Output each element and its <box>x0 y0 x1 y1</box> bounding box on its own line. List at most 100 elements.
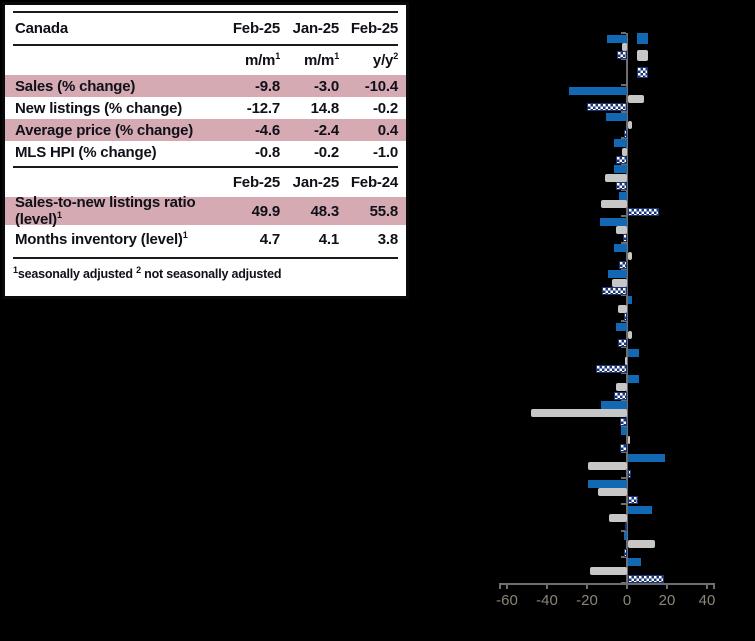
bar-series-3-checkered-blue <box>617 51 627 60</box>
bar-series-3-checkered-blue <box>628 574 664 583</box>
bar-series-1-solid-blue <box>606 113 627 122</box>
row-value-0: -4.6 <box>254 121 280 139</box>
bar-series-1-solid-blue <box>628 374 639 383</box>
y-axis-tick <box>621 529 626 532</box>
row-value-0: -9.8 <box>254 77 280 95</box>
level-rows: Sales-to-new listings ratio (level)1 49.9… <box>5 194 406 253</box>
x-axis-label: -20 <box>576 591 598 609</box>
table-row: Months inventory (level)1 4.7 4.1 3.8 <box>13 225 398 253</box>
bar-series-1-solid-blue <box>628 296 632 305</box>
x-axis-endcap <box>713 582 715 589</box>
bar-series-1-solid-blue <box>608 270 627 279</box>
row-value-1: 4.1 <box>318 230 339 248</box>
row-value-1: -2.4 <box>313 121 339 139</box>
row-label: New listings (% change) <box>15 99 183 117</box>
row-value-0: -0.8 <box>254 143 280 161</box>
table-row: MLS HPI (% change) -0.8 -0.2 -1.0 <box>13 141 398 163</box>
bar-series-2-gray <box>616 383 627 392</box>
bar-series-3-checkered-blue <box>616 182 627 191</box>
column-header-feb25: Feb-25 <box>232 20 280 37</box>
bar-series-1-solid-blue <box>619 191 627 200</box>
bar-series-3-checkered-blue <box>616 155 627 164</box>
y-axis-tick <box>621 320 626 323</box>
x-axis-endcap <box>499 582 501 589</box>
bar-series-3-checkered-blue <box>624 313 627 321</box>
table-header-row: Canada Feb-25 Jan-25 Feb-25 <box>13 13 398 46</box>
x-axis-tick <box>506 584 508 589</box>
bar-series-2-gray <box>601 199 627 208</box>
monthly-change-rows: Sales (% change) -9.8 -3.0 -10.4 New listing… <box>5 75 406 163</box>
x-axis <box>499 582 715 585</box>
y-axis-tick <box>621 84 626 87</box>
y-axis-tick <box>621 477 626 480</box>
y-axis-tick <box>621 136 626 139</box>
bar-series-3-checkered-blue <box>618 339 627 348</box>
y-axis-tick <box>621 162 626 165</box>
legend-swatch-series-3-checkered-blue <box>637 67 648 78</box>
bar-series-2-gray <box>628 540 655 549</box>
y-axis-tick <box>621 372 626 375</box>
y-axis-tick <box>621 293 626 296</box>
bar-series-2-gray <box>628 121 632 130</box>
bar-series-3-checkered-blue <box>625 522 627 531</box>
row-value-0: -12.7 <box>246 99 280 117</box>
y-axis-tick <box>621 424 626 427</box>
bar-series-2-gray <box>622 147 627 156</box>
table-title: Canada <box>15 20 68 37</box>
y-axis-tick <box>621 346 626 349</box>
row-value-2: 0.4 <box>377 121 398 139</box>
unit-cell-0: m/m1 <box>244 51 280 70</box>
row-value-2: 55.8 <box>369 202 399 220</box>
bar-series-1-solid-blue <box>614 165 627 174</box>
x-axis-label: -60 <box>496 591 518 609</box>
unit-cell-2: y/y2 <box>372 51 398 70</box>
bar-series-2-gray <box>609 514 627 523</box>
legend-swatch-series-2-gray <box>637 50 648 61</box>
bar-series-1-solid-blue <box>614 244 627 253</box>
bar-series-1-solid-blue <box>628 505 652 514</box>
unit-header-row: m/m1 m/m1 y/y2 <box>13 46 398 75</box>
bar-series-3-checkered-blue <box>624 548 627 557</box>
table-mid-rule <box>13 166 398 168</box>
y-axis-tick <box>621 451 626 454</box>
bar-series-2-gray <box>622 42 627 51</box>
row-label: MLS HPI (% change) <box>15 143 157 161</box>
row-label: Average price (% change) <box>15 121 194 139</box>
row-value-1: 14.8 <box>310 99 340 117</box>
housing-summary-table: Canada Feb-25 Jan-25 Feb-25 m/m1 m/m1 y/y2… <box>2 2 409 299</box>
bar-series-2-gray <box>616 226 627 235</box>
table-row: New listings (% change) -12.7 14.8 -0.2 <box>13 97 398 119</box>
bar-series-3-checkered-blue <box>587 103 627 112</box>
second-header-cell-2: Feb-24 <box>350 174 398 191</box>
bar-series-1-solid-blue <box>628 348 639 357</box>
y-axis-tick <box>621 555 626 558</box>
row-value-1: 48.3 <box>310 202 340 220</box>
bar-series-1-solid-blue <box>588 479 627 488</box>
bar-series-1-solid-blue <box>601 401 627 410</box>
row-value-2: 3.8 <box>377 230 398 248</box>
bar-series-3-checkered-blue <box>619 260 627 269</box>
bar-series-1-solid-blue <box>614 139 627 148</box>
bar-series-1-solid-blue <box>616 322 627 331</box>
table-footnote: 1seasonally adjusted 2 not seasonally ad… <box>13 264 282 281</box>
bar-series-3-checkered-blue <box>628 496 638 505</box>
x-axis-tick <box>586 584 588 589</box>
bar-series-2-gray <box>590 566 627 575</box>
bar-series-2-gray <box>628 330 632 339</box>
x-axis-label: 0 <box>622 591 632 609</box>
x-axis-tick <box>666 584 668 589</box>
bar-series-3-checkered-blue <box>596 365 627 374</box>
second-header-cell-0: Feb-25 <box>232 174 280 191</box>
column-header-jan25: Jan-25 <box>292 20 340 37</box>
y-axis-tick <box>621 215 626 218</box>
y-axis <box>626 33 628 583</box>
row-label: Sales (% change) <box>15 77 136 95</box>
row-value-2: -1.0 <box>372 143 398 161</box>
bar-series-2-gray <box>618 304 627 313</box>
bar-series-2-gray <box>588 461 627 470</box>
table-top-rule <box>13 11 398 13</box>
y-axis-tick <box>621 398 626 401</box>
row-label: Sales-to-new listings ratio (level)1 <box>15 194 196 228</box>
bar-series-3-checkered-blue <box>624 129 627 138</box>
row-value-0: 49.9 <box>251 202 281 220</box>
